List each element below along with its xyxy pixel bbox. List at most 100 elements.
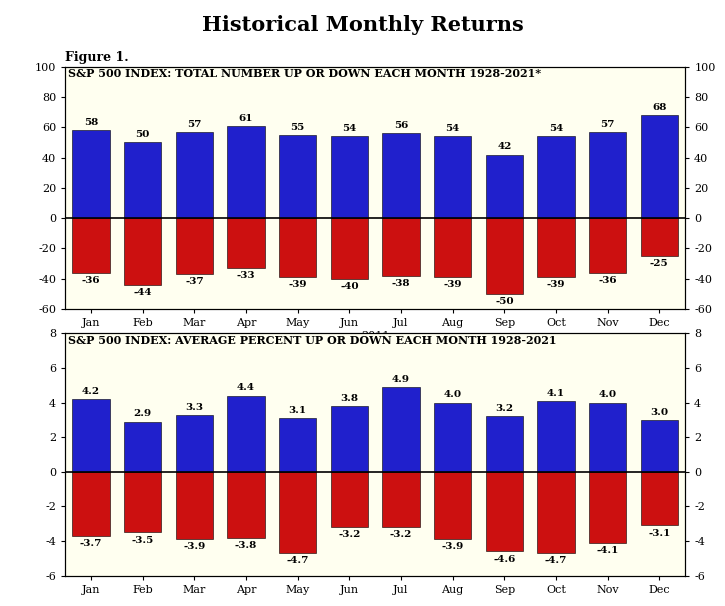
Text: -40: -40 <box>340 282 359 291</box>
Bar <box>382 472 420 527</box>
Text: 2.9: 2.9 <box>133 410 152 419</box>
Text: 58: 58 <box>84 118 98 127</box>
Bar <box>124 472 162 533</box>
Text: -25: -25 <box>650 259 668 268</box>
Text: 42: 42 <box>497 142 512 152</box>
Bar <box>486 472 523 551</box>
Bar <box>228 396 265 472</box>
Text: -33: -33 <box>237 271 255 281</box>
Bar <box>382 133 420 218</box>
Bar <box>331 472 368 527</box>
Text: -4.7: -4.7 <box>544 556 567 565</box>
Text: Historical Monthly Returns: Historical Monthly Returns <box>202 15 523 35</box>
Text: S&P 500 INDEX: TOTAL NUMBER UP OR DOWN EACH MONTH 1928-2021*: S&P 500 INDEX: TOTAL NUMBER UP OR DOWN E… <box>68 68 542 79</box>
Text: 57: 57 <box>600 119 615 128</box>
Text: 3.2: 3.2 <box>495 404 513 413</box>
Text: -36: -36 <box>598 276 617 285</box>
Text: -44: -44 <box>133 288 152 297</box>
Text: S&P 500 INDEX: AVERAGE PERCENT UP OR DOWN EACH MONTH 1928-2021: S&P 500 INDEX: AVERAGE PERCENT UP OR DOW… <box>68 335 557 345</box>
Text: -3.2: -3.2 <box>390 530 413 539</box>
Text: 3.3: 3.3 <box>186 402 204 411</box>
Bar <box>589 472 626 543</box>
Text: -3.5: -3.5 <box>132 536 154 545</box>
Bar <box>641 472 678 525</box>
Text: 54: 54 <box>446 124 460 133</box>
Text: -3.1: -3.1 <box>648 528 671 538</box>
Text: 61: 61 <box>239 113 253 122</box>
Text: 3.0: 3.0 <box>650 408 668 417</box>
Bar <box>589 402 626 472</box>
Bar <box>589 218 626 273</box>
Text: 50: 50 <box>136 130 150 139</box>
Bar <box>434 472 471 539</box>
Bar <box>279 135 316 218</box>
Bar <box>175 415 213 472</box>
Text: 4.4: 4.4 <box>237 384 255 393</box>
Bar <box>486 416 523 472</box>
Bar <box>228 125 265 218</box>
Bar <box>641 420 678 472</box>
Bar <box>72 399 109 472</box>
Text: -3.9: -3.9 <box>442 542 464 551</box>
Bar <box>537 401 575 472</box>
Bar <box>382 387 420 472</box>
Text: -36: -36 <box>82 276 100 285</box>
Text: -39: -39 <box>289 281 307 290</box>
Text: -37: -37 <box>185 278 204 287</box>
Text: 57: 57 <box>187 119 202 128</box>
Bar <box>434 402 471 472</box>
Bar <box>175 132 213 218</box>
Bar <box>641 218 678 256</box>
Text: 4.2: 4.2 <box>82 387 100 396</box>
Bar <box>434 218 471 278</box>
Text: -3.8: -3.8 <box>235 541 257 550</box>
Bar <box>537 136 575 218</box>
Bar <box>589 132 626 218</box>
Bar <box>228 472 265 538</box>
Bar <box>331 136 368 218</box>
Text: 4.1: 4.1 <box>547 388 565 398</box>
Bar <box>124 142 162 218</box>
Text: -50: -50 <box>495 297 513 306</box>
Text: 4.9: 4.9 <box>392 375 410 384</box>
Bar <box>279 218 316 278</box>
Bar <box>72 130 109 218</box>
Text: -4.7: -4.7 <box>286 556 309 565</box>
Bar <box>279 472 316 553</box>
Bar <box>228 218 265 268</box>
Text: 3.1: 3.1 <box>289 406 307 415</box>
Bar <box>72 472 109 536</box>
Text: 3.8: 3.8 <box>340 394 358 403</box>
Bar <box>641 115 678 218</box>
Text: -39: -39 <box>547 281 566 290</box>
Text: -39: -39 <box>444 281 462 290</box>
Bar <box>175 472 213 539</box>
Text: -38: -38 <box>392 279 410 288</box>
Bar <box>124 422 162 472</box>
Bar <box>331 406 368 472</box>
Text: 56: 56 <box>394 121 408 130</box>
Bar <box>175 218 213 274</box>
Text: 4.0: 4.0 <box>599 390 617 399</box>
Bar <box>537 218 575 278</box>
Text: Figure 1.: Figure 1. <box>65 51 129 64</box>
Text: 54: 54 <box>549 124 563 133</box>
Bar <box>124 218 162 285</box>
Bar <box>537 472 575 553</box>
Text: 55: 55 <box>291 122 304 132</box>
Bar <box>72 218 109 273</box>
Text: 4.0: 4.0 <box>444 390 462 399</box>
Bar <box>434 136 471 218</box>
Text: -3.7: -3.7 <box>80 539 102 548</box>
Text: 54: 54 <box>342 124 357 133</box>
X-axis label: 2011: 2011 <box>361 331 389 341</box>
Bar <box>279 418 316 472</box>
Bar <box>486 155 523 218</box>
Bar <box>382 218 420 276</box>
Text: -3.9: -3.9 <box>183 542 205 551</box>
Bar <box>486 218 523 294</box>
Text: -3.2: -3.2 <box>338 530 360 539</box>
Bar <box>331 218 368 279</box>
Text: -4.6: -4.6 <box>493 554 515 564</box>
Text: -4.1: -4.1 <box>597 546 619 555</box>
